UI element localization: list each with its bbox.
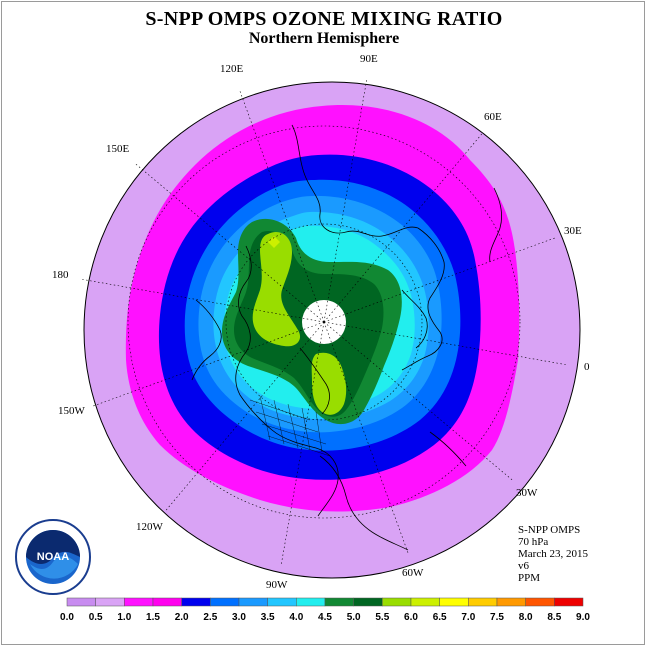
colorbar-tick-label: 7.0 <box>461 612 475 623</box>
map-subtitle: Northern Hemisphere <box>248 30 400 47</box>
colorbar-swatch <box>267 597 297 607</box>
contour-band-6-0 <box>268 236 280 248</box>
colorbar-swatch <box>95 597 125 607</box>
lon-label-180: 180 <box>52 269 69 281</box>
colorbar-swatch <box>496 597 526 607</box>
colorbar-tick-label: 1.0 <box>117 612 131 623</box>
info-block: S-NPP OMPS 70 hPa March 23, 2015 v6 PPM <box>518 524 588 584</box>
map-title: S-NPP OMPS OZONE MIXING RATIO <box>145 8 503 30</box>
noaa-logo-text: NOAA <box>37 551 69 563</box>
colorbar-tick-label: 6.5 <box>433 612 447 623</box>
colorbar-tick-label: 3.0 <box>232 612 246 623</box>
colorbar-swatch <box>66 597 96 607</box>
colorbar-tick-label: 3.5 <box>261 612 275 623</box>
meridian-line <box>92 321 325 407</box>
meridian-line <box>323 237 556 323</box>
lon-label-30e: 30E <box>564 225 582 237</box>
colorbar-swatch <box>238 597 268 607</box>
colorbar-tick-label: 0.5 <box>89 612 103 623</box>
meridian-line <box>81 278 325 323</box>
colorbar-tick-label: 7.5 <box>490 612 504 623</box>
colorbar-swatch <box>324 597 354 607</box>
meridians <box>81 79 567 565</box>
meridian-line <box>323 321 567 366</box>
colorbar-tick-label: 2.5 <box>203 612 217 623</box>
colorbar-swatch <box>410 597 440 607</box>
lon-label-120w: 120W <box>136 521 164 533</box>
colorbar-swatches <box>66 597 584 607</box>
info-version: v6 <box>518 560 529 572</box>
meridian-line <box>323 79 368 323</box>
meridian-line <box>323 133 483 323</box>
info-units: PPM <box>518 572 541 584</box>
lon-label-0: 0 <box>584 361 590 373</box>
political-borders <box>249 395 331 457</box>
colorbar-swatch <box>525 597 555 607</box>
info-level: 70 hPa <box>518 536 549 548</box>
colorbar-tick-label: 4.5 <box>318 612 332 623</box>
meridian-line <box>323 321 513 481</box>
info-instrument: S-NPP OMPS <box>518 524 581 536</box>
meridian-line <box>135 163 325 323</box>
colorbar-swatch <box>181 597 211 607</box>
colorbar-swatch <box>152 597 182 607</box>
colorbar-tick-label: 5.5 <box>375 612 389 623</box>
colorbar-tick-label: 4.0 <box>289 612 303 623</box>
lon-label-150w: 150W <box>58 405 86 417</box>
colorbar-swatch <box>353 597 383 607</box>
info-date: March 23, 2015 <box>518 548 588 560</box>
graticule <box>127 125 521 519</box>
colorbar-ticks: 0.0 0.5 1.0 1.5 2.0 2.5 3.0 3.5 4.0 4.5 5.0 5.5 6.0 6… <box>60 612 590 623</box>
colorbar-swatch <box>296 597 326 607</box>
lon-label-90e: 90E <box>360 53 378 65</box>
colorbar-tick-label: 8.0 <box>519 612 533 623</box>
colorbar-swatch <box>124 597 154 607</box>
colorbar-tick-label: 0.0 <box>60 612 74 623</box>
meridian-line <box>165 321 325 511</box>
colorbar-swatch <box>210 597 240 607</box>
colorbar-tick-label: 5.0 <box>347 612 361 623</box>
colorbar-tick-label: 1.5 <box>146 612 160 623</box>
lon-label-150e: 150E <box>106 143 130 155</box>
colorbar-swatch <box>382 597 412 607</box>
lon-label-120e: 120E <box>220 63 244 75</box>
colorbar-tick-label: 2.0 <box>175 612 189 623</box>
lon-label-60e: 60E <box>484 111 502 123</box>
colorbar-tick-label: 6.0 <box>404 612 418 623</box>
contour-band-5-5-left <box>252 232 301 347</box>
lon-label-60w: 60W <box>402 567 424 579</box>
coastlines <box>191 124 502 551</box>
lon-label-30w: 30W <box>516 487 538 499</box>
meridian-line <box>239 90 325 323</box>
contour-band-5-5-lower <box>311 352 347 415</box>
colorbar-tick-label: 8.5 <box>547 612 561 623</box>
colorbar-swatch <box>439 597 469 607</box>
colorbar-swatch <box>554 597 584 607</box>
colorbar-tick-label: 9.0 <box>576 612 590 623</box>
noaa-logo: NOAA <box>15 519 91 595</box>
meridian-line <box>280 321 325 565</box>
meridian-line <box>323 321 409 554</box>
lon-label-90w: 90W <box>266 579 288 591</box>
colorbar-swatch <box>468 597 498 607</box>
